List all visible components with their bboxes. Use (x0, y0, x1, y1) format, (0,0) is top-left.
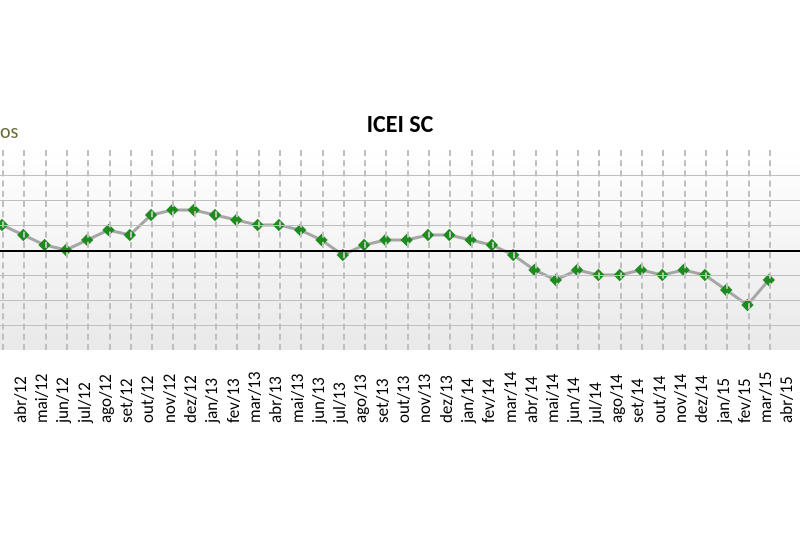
x-tick-label: mai/14 (542, 374, 563, 423)
chart-plot-area (0, 150, 800, 350)
gridline-horizontal (0, 200, 800, 201)
x-tick-label: jul/14 (585, 382, 606, 423)
x-tick-label: out/14 (649, 376, 670, 423)
x-axis-labels: abr/12mai/12jun/12jul/12ago/12set/12out/… (0, 355, 800, 533)
gridline-horizontal (0, 275, 800, 276)
x-tick-label: dez/13 (436, 375, 457, 423)
gridline-horizontal (0, 175, 800, 176)
x-tick-label: jun/13 (308, 377, 329, 423)
x-tick-label: mar/13 (244, 372, 265, 423)
x-tick-label: abr/12 (10, 376, 31, 423)
x-tick-label: jul/12 (74, 382, 95, 423)
x-tick-label: ago/13 (350, 374, 371, 423)
x-tick-label: set/12 (116, 378, 137, 423)
x-tick-label: set/14 (627, 378, 648, 423)
x-tick-label: dez/12 (180, 375, 201, 423)
x-tick-label: abr/14 (521, 376, 542, 423)
x-tick-label: fev/15 (734, 378, 755, 423)
x-tick-label: jun/12 (52, 377, 73, 423)
x-tick-label: out/12 (137, 376, 158, 423)
x-tick-label: fev/14 (478, 378, 499, 423)
x-tick-label: jun/14 (563, 377, 584, 423)
x-tick-label: fev/13 (223, 378, 244, 423)
x-tick-label: out/13 (393, 376, 414, 423)
x-tick-label: jan/14 (457, 378, 478, 423)
chart-title: ICEI SC (0, 110, 800, 139)
x-tick-label: abr/15 (776, 376, 797, 423)
x-tick-label: nov/13 (414, 374, 435, 423)
x-tick-label: mai/13 (287, 374, 308, 423)
x-tick-label: mar/15 (755, 372, 776, 423)
x-tick-label: jul/13 (329, 382, 350, 423)
x-tick-label: dez/14 (691, 375, 712, 423)
x-tick-label: mai/12 (31, 374, 52, 423)
x-tick-label: jan/15 (713, 378, 734, 423)
x-tick-label: mar/14 (500, 372, 521, 423)
gridline-horizontal (0, 300, 800, 301)
x-tick-label: ago/12 (95, 374, 116, 423)
x-tick-label: jan/13 (201, 378, 222, 423)
x-tick-label: nov/12 (159, 374, 180, 423)
x-tick-label: abr/13 (265, 376, 286, 423)
gridline-horizontal (0, 325, 800, 326)
x-tick-label: nov/14 (670, 374, 691, 423)
x-tick-label: ago/14 (606, 374, 627, 423)
gridline-horizontal (0, 225, 800, 226)
x-tick-label: set/13 (372, 378, 393, 423)
baseline (0, 250, 800, 252)
